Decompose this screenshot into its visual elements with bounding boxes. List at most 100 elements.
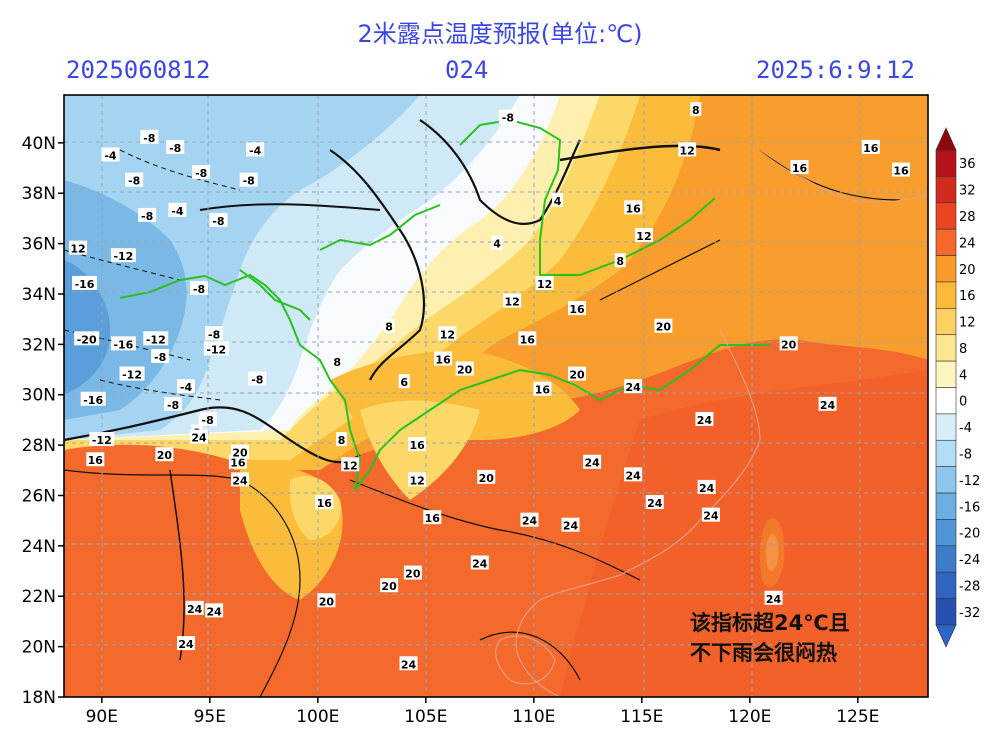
contour-label-bg [568,366,586,381]
contour-label-bg [166,139,185,154]
contour-label-bg [678,142,697,157]
lat-label: 20N [22,638,56,658]
contour-label: 6 [400,376,408,389]
contour-label: 8 [692,104,700,117]
contour-label-bg [315,495,334,510]
contour-label-bg [74,331,100,346]
contour-label: 24 [232,474,248,487]
colorbar-swatch [935,545,957,573]
colorbar-swatch [935,281,957,309]
contour-label-bg [164,396,183,411]
contour-label: -8 [154,351,166,364]
colorbar-label: 36 [959,157,976,172]
contour-label: 8 [338,434,346,447]
colorbar-label: 12 [959,316,976,331]
contour-label-bg [654,318,673,333]
annotation-note: 该指标超24℃且 不下雨会很闷热 [690,608,850,668]
contour-label-bg [125,172,144,187]
contour-label: 24 [699,482,715,495]
colorbar-swatch [935,466,957,494]
contour-label-bg [818,396,837,411]
contour-label: 4 [554,195,562,208]
contour-label-bg [764,590,783,605]
contour-label: 24 [626,381,642,394]
contour-label-bg [86,452,105,467]
contour-label: 12 [70,243,85,256]
graticule [64,95,928,697]
lat-label: 18N [22,688,56,708]
contour-label: -8 [502,112,514,125]
contour-label: 12 [410,474,425,487]
contour-label: 4 [493,238,501,251]
contour-label-bg [205,603,224,618]
colorbar: 36 32 28 24 20 16 12 8 4 0 -4 -8 -12 -16 -20 -24 -28 -32 [935,127,980,648]
contour-label: 24 [563,520,579,533]
contour-label-bg [110,248,136,263]
coastline [495,149,928,697]
colorbar-label: 32 [959,184,976,199]
contour-label-bg [203,341,229,356]
contour-label-bg [190,280,208,295]
contour-label: -16 [83,394,103,407]
contour-label: 16 [792,162,808,175]
contour-label-bg [634,228,653,243]
lat-label: 28N [22,436,56,456]
colorbar-swatch [935,519,957,547]
contour-label: 16 [535,384,551,397]
contour-label-bg [177,636,196,651]
lon-label: 120E [728,707,771,727]
lon-label: 110E [512,707,555,727]
contour-label: 24 [178,638,194,651]
contour-label: 20 [319,595,335,608]
contour-label: 16 [435,353,451,366]
contour-label: -4 [180,381,193,394]
colorbar-bottom-arrow [935,624,957,648]
contour-label-bg [624,379,643,394]
contour-label: 8 [385,321,393,334]
colorbar-label: -4 [959,421,972,436]
lon-label: 125E [836,707,879,727]
contour-label: -4 [171,205,184,218]
lat-label: 26N [22,486,56,506]
contour-label: 16 [520,333,536,346]
contour-label-bg [239,172,258,187]
colorbar-label: -8 [959,447,972,462]
contour-label-bg [155,447,174,462]
valid-time: 2025:6:9:12 [756,56,915,84]
contour-label: 24 [187,603,203,616]
contour-label-bg [317,593,336,608]
axes: 40N 38N 36N 34N 32N 30N 28N 26N 24N 22N 20N 18N 90E 9… [22,134,880,727]
lat-label: 24N [22,537,56,557]
colorbar-swatch [935,176,957,204]
contour-label: 24 [626,469,642,482]
colorbar-swatch [935,492,957,520]
contour-label: -8 [251,374,263,387]
contour-label-bg [552,192,564,207]
lon-label: 100E [296,707,339,727]
contour-label: 24 [206,605,222,618]
contour-label-bg [190,429,208,444]
contour-label: -8 [243,175,255,188]
colorbar-swatch [935,439,957,467]
contour-label-bg [470,555,489,570]
contour-label-bg [209,212,228,227]
contour-label: -8 [202,414,214,427]
contour-label-bg [341,457,360,472]
contour-label-bg [89,432,115,447]
contour-label-bg [535,275,554,290]
contour-label-bg [438,326,457,341]
contour-label-bg [690,102,702,117]
colorbar-label: -28 [959,579,980,594]
colorbar-swatch [935,228,957,256]
contour-label: 20 [157,449,173,462]
colorbar-label: 8 [959,342,967,357]
contour-label-bg [491,235,503,250]
contour-label-bg [248,371,267,386]
contour-label-bg [503,293,522,308]
contour-label: 20 [479,472,495,485]
contour-label: 24 [522,515,538,528]
contour-label: 20 [569,369,585,382]
colorbar-label: 16 [959,289,976,304]
contour-label: 24 [703,510,719,523]
